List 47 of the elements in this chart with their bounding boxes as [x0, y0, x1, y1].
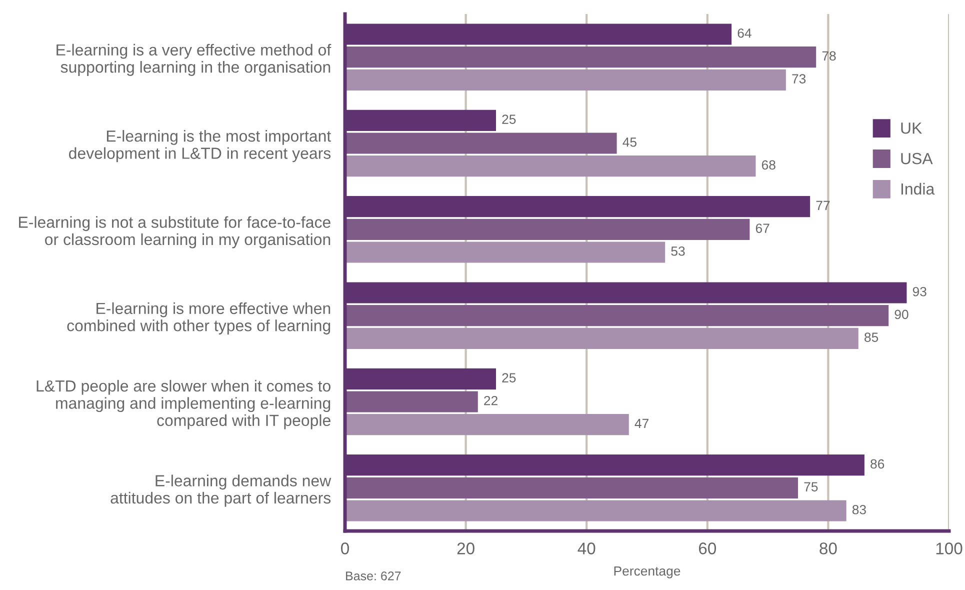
- data-label: 64: [738, 28, 752, 38]
- bar: [345, 132, 617, 154]
- data-label: 73: [792, 74, 806, 84]
- bar: [345, 500, 846, 522]
- data-label: 85: [864, 332, 878, 342]
- bar: [345, 477, 798, 498]
- bar: [345, 156, 756, 177]
- data-label: 22: [484, 396, 498, 406]
- bar: [345, 305, 889, 326]
- bar: [345, 46, 816, 68]
- data-label: 25: [502, 114, 516, 124]
- x-tick-label: 40: [578, 542, 596, 554]
- data-label: 25: [502, 373, 516, 382]
- bar: [345, 391, 478, 412]
- x-tick-label: 0: [341, 542, 349, 554]
- y-tick-label: L&TD people are slower when it comes to managing and implementing e-learning compared with IT people: [36, 380, 330, 430]
- data-label: 83: [852, 504, 866, 514]
- data-label: 86: [870, 459, 884, 469]
- text: Base: 627: [346, 572, 401, 580]
- bar: [345, 69, 786, 90]
- data-label: 47: [634, 418, 648, 428]
- legend-label: UK: [901, 122, 922, 134]
- bar: [345, 328, 858, 349]
- y-tick-label: E-learning demands new attitudes on the part of learners: [110, 474, 332, 507]
- data-label: 78: [822, 51, 836, 61]
- y-tick-label: E-learning is the most important development in L&TD in recent years: [69, 130, 332, 162]
- y-tick-label: E-learning is more effective when combined with other types of learning: [67, 302, 330, 334]
- y-tick-label: E-learning is a very effective method of supporting learning in the organisation: [56, 44, 332, 76]
- data-label: 93: [912, 286, 926, 296]
- data-label: 53: [671, 246, 685, 256]
- data-label: 77: [816, 200, 830, 210]
- bar: [345, 218, 750, 240]
- x-tick-label: 100: [936, 542, 962, 554]
- legend-label: India: [901, 182, 935, 195]
- data-label: 67: [756, 224, 770, 233]
- bar: [345, 242, 666, 263]
- bar: [345, 414, 629, 436]
- data-label: 90: [894, 310, 908, 320]
- data-label: 68: [762, 160, 776, 170]
- data-label: 75: [804, 482, 818, 492]
- legend-label: USA: [901, 152, 933, 164]
- x-axis-title: Percentage: [614, 566, 680, 578]
- data-label: 45: [622, 138, 636, 147]
- x-tick-label: 60: [698, 542, 716, 554]
- x-tick-label: 80: [820, 542, 837, 554]
- x-tick-label: 20: [457, 542, 474, 554]
- y-tick-label: E-learning is not a substitute for face-to-face or classroom learning in my organisation: [19, 216, 330, 248]
